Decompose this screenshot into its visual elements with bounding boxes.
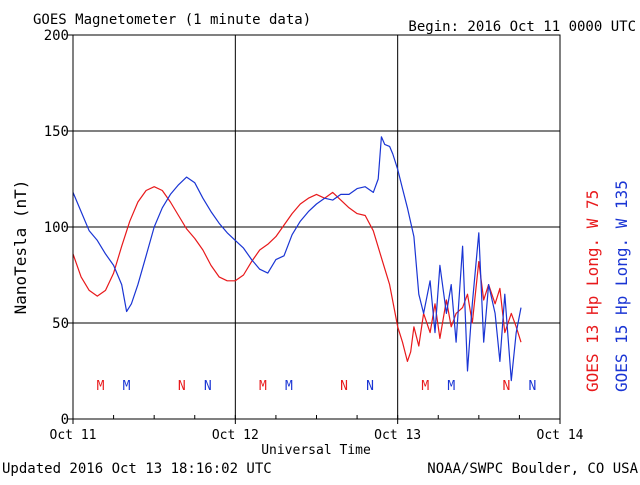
legend-entry: GOES 15 Hp Long. W 135: [612, 180, 631, 392]
chart-title: GOES Magnetometer (1 minute data): [33, 12, 311, 28]
noon-midnight-marker: N: [528, 379, 536, 394]
noon-midnight-marker: M: [123, 379, 131, 394]
footer-updated: Updated 2016 Oct 13 18:16:02 UTC: [2, 461, 272, 477]
x-tick-label: Oct 11: [50, 428, 97, 443]
y-tick-label: 50: [52, 316, 69, 332]
noon-midnight-marker: M: [259, 379, 267, 394]
y-tick-label: 200: [44, 28, 69, 44]
x-tick-label: Oct 13: [374, 428, 421, 443]
series-line-goes15: [72, 136, 522, 382]
y-tick-label: 100: [44, 220, 69, 236]
legend-entry: GOES 13 Hp Long. W 75: [583, 190, 602, 392]
footer-credit: NOAA/SWPC Boulder, CO USA: [427, 461, 638, 477]
noon-midnight-marker: M: [285, 379, 293, 394]
y-tick-label: 0: [61, 412, 69, 428]
begin-label: Begin: 2016 Oct 11 0000 UTC: [408, 19, 636, 35]
noon-midnight-marker: N: [503, 379, 511, 394]
y-tick-label: 150: [44, 124, 69, 140]
y-axis-label: NanoTesla (nT): [11, 180, 30, 315]
noon-midnight-marker: M: [447, 379, 455, 394]
series-line-goes13: [72, 186, 522, 362]
noon-midnight-marker: N: [178, 379, 186, 394]
noon-midnight-marker: M: [97, 379, 105, 394]
noon-midnight-marker: N: [204, 379, 212, 394]
x-tick-label: Oct 12: [212, 428, 259, 443]
noon-midnight-marker: N: [366, 379, 374, 394]
x-tick-label: Oct 14: [537, 428, 584, 443]
noon-midnight-marker: M: [421, 379, 429, 394]
noon-midnight-marker: N: [340, 379, 348, 394]
plot-frame: [72, 34, 561, 420]
x-axis-label: Universal Time: [261, 443, 371, 458]
